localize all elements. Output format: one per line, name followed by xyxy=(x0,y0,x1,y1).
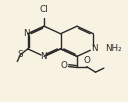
Text: O: O xyxy=(61,61,68,70)
Text: N: N xyxy=(40,52,46,61)
Text: NH₂: NH₂ xyxy=(106,44,122,53)
Text: Cl: Cl xyxy=(40,6,49,14)
Text: S: S xyxy=(18,50,23,59)
Text: O: O xyxy=(83,56,90,65)
Text: N: N xyxy=(91,44,97,53)
Text: N: N xyxy=(23,29,30,38)
